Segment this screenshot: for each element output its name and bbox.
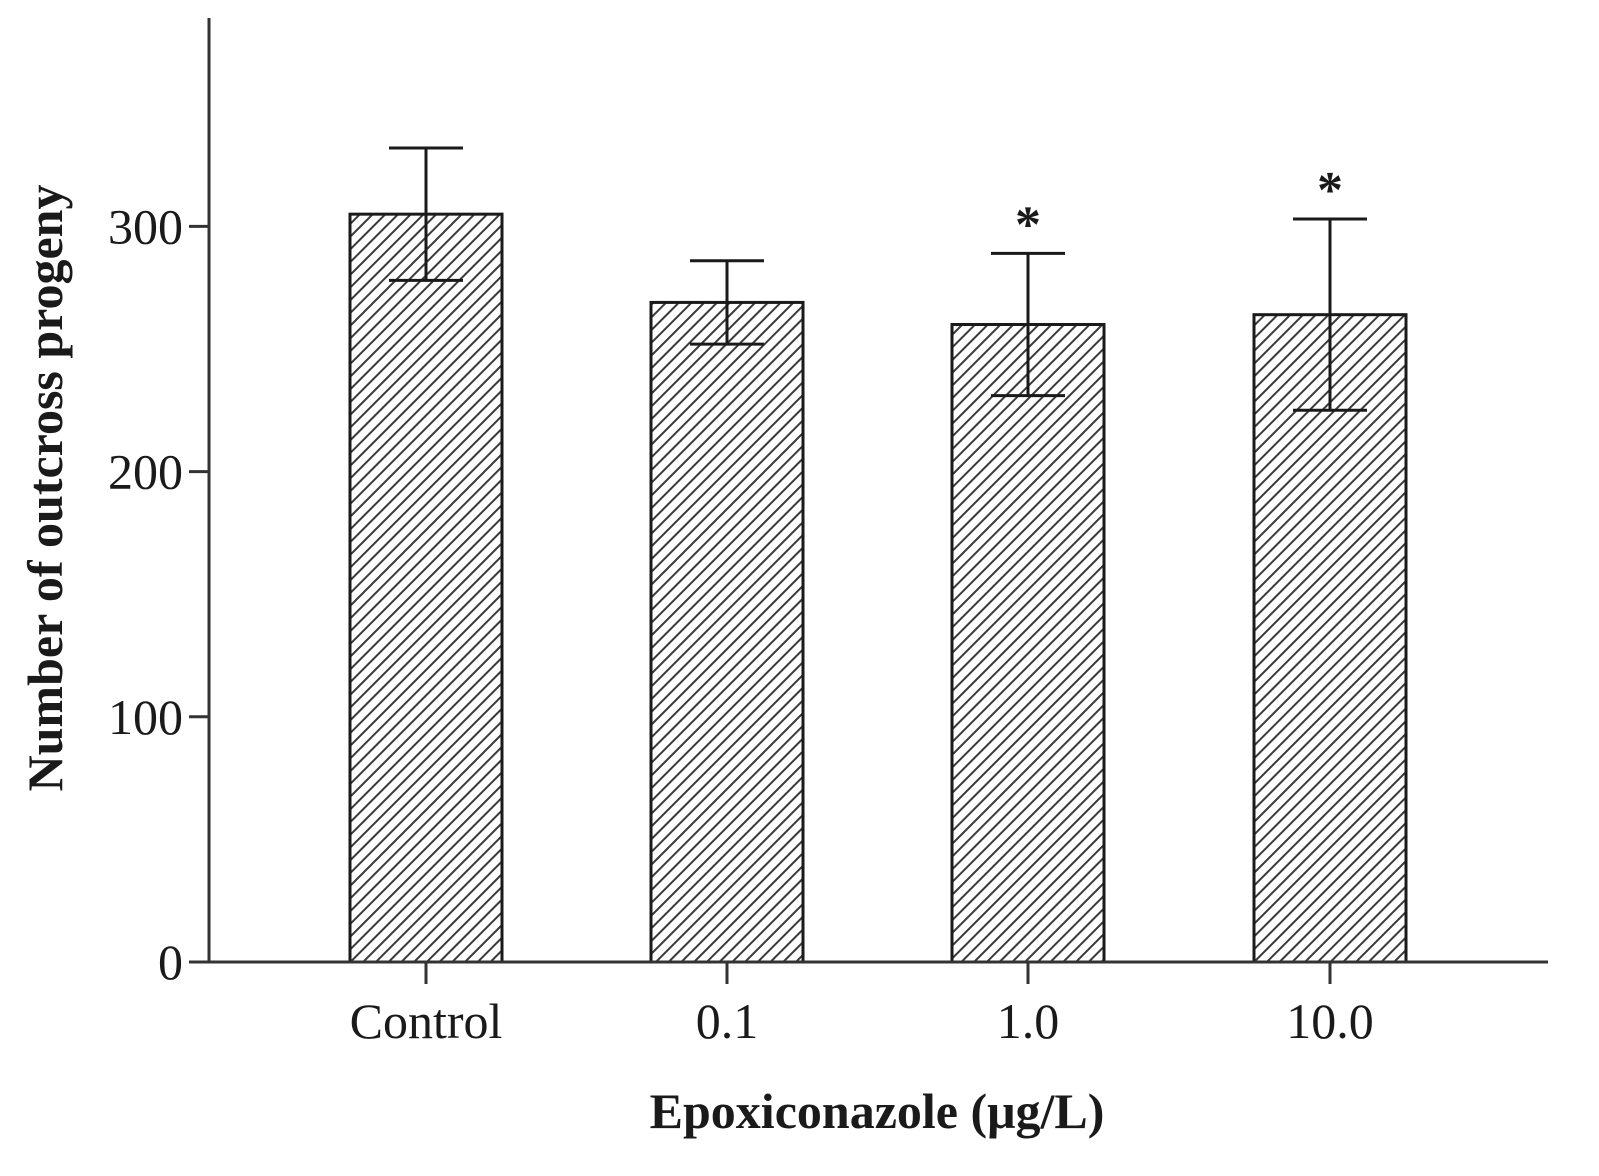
x-tick-label-4: 10.0 — [1286, 993, 1374, 1049]
y-tick-label-200: 200 — [108, 444, 183, 500]
labels-layer: 0 100 200 300 Control 0.1 1.0 10.0 * * — [108, 162, 1374, 1049]
axes-layer — [189, 18, 1548, 984]
bar-4 — [1252, 313, 1408, 964]
bars-layer — [348, 212, 1408, 964]
x-tick-label-3: 1.0 — [997, 993, 1060, 1049]
significance-marker-3: * — [1015, 196, 1041, 253]
bar-3 — [950, 322, 1106, 964]
y-tick-label-0: 0 — [158, 934, 183, 990]
y-tick-label-100: 100 — [108, 689, 183, 745]
y-tick-label-300: 300 — [108, 198, 183, 254]
bar-2 — [649, 300, 805, 964]
significance-marker-4: * — [1317, 162, 1343, 219]
x-tick-label-1: Control — [350, 993, 503, 1049]
y-axis-title: Number of outcross progeny — [17, 185, 73, 792]
bar-1 — [348, 212, 504, 964]
x-axis-title: Epoxiconazole (μg/L) — [650, 1083, 1105, 1139]
x-tick-label-2: 0.1 — [696, 993, 759, 1049]
